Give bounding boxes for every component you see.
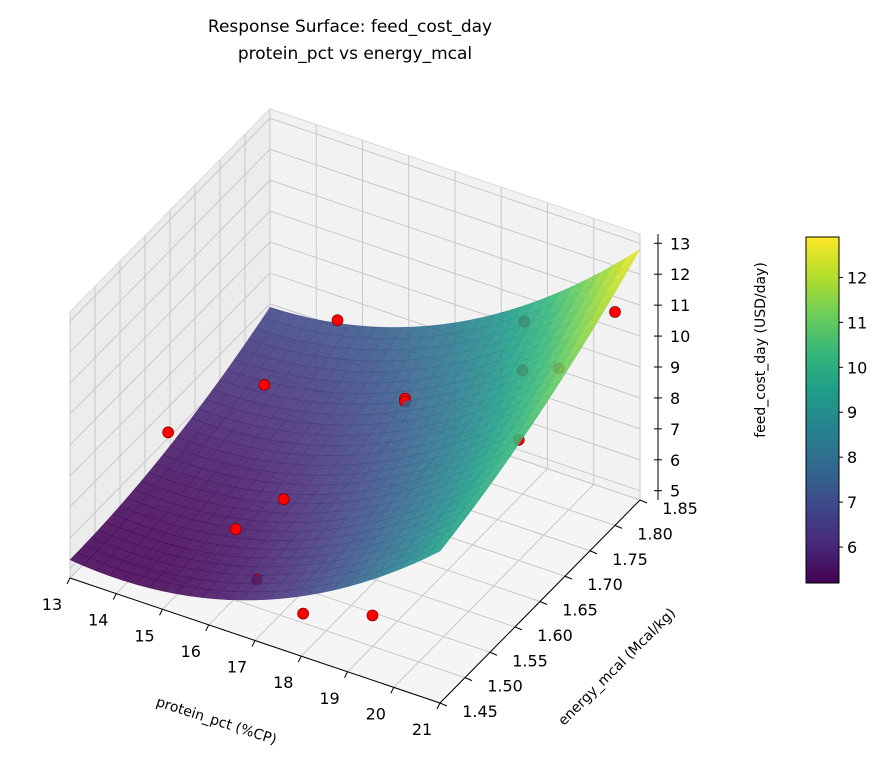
z-tick-label: 8 [670,389,680,408]
x-tick-label: 17 [227,658,247,677]
x-tick [205,624,210,632]
y-tick-label: 1.65 [562,601,598,620]
colorbar-tick-label: 11 [847,313,867,332]
gridline [69,303,271,508]
gridline [69,117,271,322]
y-axis-label: energy_mcal (Mcal/kg) [555,605,679,729]
z-tick-label: 6 [670,451,680,470]
x-tick-label: 15 [134,626,154,645]
data-point [229,523,242,536]
z-tick-label: 12 [670,265,690,284]
x-tick [297,655,302,663]
x-tick-label: 18 [273,673,293,692]
gridline [69,272,271,477]
y-tick-label: 1.45 [462,702,498,721]
x-axis-label: protein_pct (%CP) [154,694,279,748]
y-tick [614,524,623,529]
x-tick [66,577,71,585]
x-tick-label: 21 [412,720,432,739]
y-tick-label: 1.60 [537,626,573,645]
colorbar-tick-label: 8 [847,448,857,467]
colorbar-tick-label: 10 [847,358,867,377]
y-tick [464,677,473,682]
colorbar-tick-label: 12 [847,268,867,287]
gridline [69,210,271,415]
y-tick [564,575,573,580]
x-tick [344,671,348,678]
gridline [69,241,271,446]
z-tick-label: 9 [670,358,680,377]
y-tick [514,626,523,631]
data-point [366,609,379,622]
y-tick-label: 1.75 [612,550,648,569]
data-point [609,306,621,318]
y-tick-label: 1.50 [487,677,523,696]
colorbar [805,236,840,584]
y-tick-label: 1.55 [512,651,548,670]
z-tick-label: 11 [670,296,690,315]
gridline [69,179,271,384]
x-tick [112,593,117,600]
x-tick [251,640,256,647]
data-point [331,314,344,327]
data-point [162,426,174,439]
y-tick [439,702,448,707]
y-tick [539,601,548,605]
gridline [269,148,641,275]
x-tick-label: 20 [366,704,386,723]
y-axis-line [439,499,641,704]
colorbar-tick-label: 9 [847,403,857,422]
z-tick-label: 10 [670,327,690,346]
z-tick-label: 7 [670,420,680,439]
y-tick-label: 1.85 [662,499,698,518]
surface-patch [426,541,448,558]
colorbar-tick-label: 6 [847,538,857,557]
z-axis-label: feed_cost_day (USD/day) [753,262,769,438]
y-tick [639,499,648,504]
x-tick-label: 13 [42,595,62,614]
gridline [269,117,641,244]
z-tick-label: 13 [670,234,690,253]
y-tick [489,651,498,656]
data-point [277,493,290,506]
x-axis-line [69,577,441,704]
data-point [258,379,271,391]
x-tick-label: 16 [181,642,201,661]
chart-subtitle: protein_pct vs energy_mcal [238,44,472,64]
x-tick [436,702,441,710]
x-tick [159,609,163,616]
y-tick [589,550,598,555]
gridline [69,148,271,353]
data-point [297,607,309,620]
surface [69,248,641,622]
chart-title: Response Surface: feed_cost_day [208,17,492,37]
y-tick-label: 1.70 [587,575,623,594]
x-tick-label: 14 [88,611,108,630]
x-tick [390,687,395,694]
x-tick-label: 19 [319,689,339,708]
z-tick-label: 5 [670,482,680,501]
y-tick-label: 1.80 [637,524,673,543]
colorbar-tick-label: 7 [847,493,857,512]
